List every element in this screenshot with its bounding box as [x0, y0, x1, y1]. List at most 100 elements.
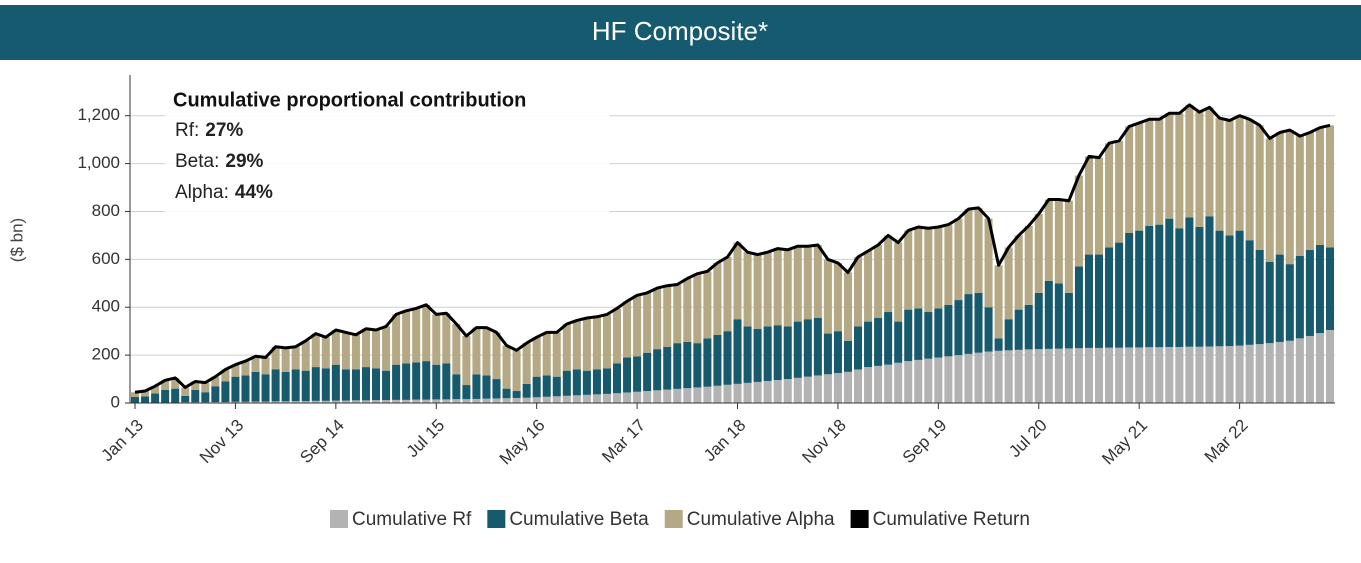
bar-segment — [422, 304, 431, 362]
bar-segment — [1105, 247, 1114, 348]
bar-segment — [1145, 347, 1154, 403]
bar-segment — [753, 328, 762, 382]
bar-segment — [1014, 235, 1023, 310]
bar-segment — [351, 400, 360, 403]
bar-segment — [613, 308, 622, 364]
bar-segment — [1044, 199, 1053, 281]
bar-segment — [1295, 136, 1304, 256]
bar-segment — [1315, 244, 1324, 334]
bar-segment — [271, 401, 280, 403]
annotation-item: Rf: 27% — [175, 120, 243, 141]
bar-segment — [723, 256, 732, 332]
bar-segment — [1245, 344, 1254, 403]
bar-segment — [181, 387, 190, 396]
bar-segment — [663, 346, 672, 390]
bar-segment — [151, 393, 160, 403]
bar-segment — [462, 399, 471, 403]
bar-segment — [1135, 230, 1144, 348]
bar-segment — [1255, 344, 1264, 403]
bar-segment — [773, 248, 782, 326]
bar-segment — [522, 343, 531, 384]
bar-segment — [592, 394, 601, 403]
bar-segment — [442, 313, 451, 364]
bar-segment — [663, 285, 672, 347]
bar-segment — [793, 246, 802, 322]
bar-segment — [1084, 156, 1093, 255]
bar-segment — [723, 331, 732, 385]
bar-segment — [864, 367, 873, 403]
y-tick-label: 800 — [92, 201, 120, 220]
bar-segment — [1195, 346, 1204, 403]
y-tick-label: 400 — [92, 297, 120, 316]
bar-segment — [934, 227, 943, 309]
bar-segment — [1285, 340, 1294, 403]
bar-segment — [1024, 304, 1033, 350]
bar-segment — [924, 312, 933, 359]
bar-segment — [1125, 126, 1134, 234]
bar-segment — [1145, 119, 1154, 226]
bar-segment — [1205, 107, 1214, 217]
bar-segment — [1315, 127, 1324, 245]
bar-segment — [231, 364, 240, 377]
bar-segment — [331, 329, 340, 365]
bar-segment — [904, 361, 913, 403]
x-tick-label: Mar 17 — [598, 416, 649, 467]
bar-segment — [633, 356, 642, 392]
bar-segment — [472, 398, 481, 403]
bar-segment — [1165, 113, 1174, 219]
bar-segment — [151, 386, 160, 394]
x-tick-label: Sep 19 — [899, 416, 951, 468]
x-tick-label: Nov 18 — [798, 416, 850, 468]
bar-segment — [843, 340, 852, 372]
bar-segment — [1305, 132, 1314, 250]
bar-segment — [904, 230, 913, 310]
bar-segment — [392, 364, 401, 400]
bar-segment — [372, 329, 381, 369]
bar-segment — [854, 256, 863, 327]
bar-segment — [382, 400, 391, 403]
bar-segment — [1155, 347, 1164, 403]
bar-segment — [1185, 217, 1194, 347]
bar-segment — [452, 374, 461, 400]
bar-segment — [1054, 199, 1063, 284]
header-bar — [0, 5, 1361, 60]
bar-segment — [713, 334, 722, 386]
bar-segment — [1215, 230, 1224, 347]
bar-segment — [221, 381, 230, 403]
bar-segment — [171, 377, 180, 389]
bar-segment — [1074, 348, 1083, 403]
bar-segment — [1064, 292, 1073, 349]
bar-segment — [703, 386, 712, 403]
bar-segment — [854, 326, 863, 370]
bar-segment — [1024, 349, 1033, 403]
bar-segment — [351, 369, 360, 401]
bar-segment — [402, 363, 411, 400]
y-axis-label: ($ bn) — [7, 218, 26, 262]
bar-segment — [1125, 347, 1134, 403]
bar-segment — [1275, 341, 1284, 403]
bar-segment — [492, 379, 501, 399]
bar-segment — [412, 308, 421, 363]
bar-segment — [361, 400, 370, 403]
bar-segment — [643, 391, 652, 403]
legend: Cumulative Rf Cumulative Beta Cumulative A… — [330, 509, 1030, 530]
bar-segment — [552, 376, 561, 397]
annotation-label: Alpha: — [175, 182, 229, 203]
bar-segment — [1245, 119, 1254, 241]
bar-segment — [914, 227, 923, 309]
bar-segment — [1265, 343, 1274, 403]
bar-segment — [984, 351, 993, 403]
bar-segment — [713, 262, 722, 335]
bar-segment — [874, 318, 883, 366]
bar-segment — [261, 374, 270, 402]
y-tick-label: 600 — [92, 249, 120, 268]
bar-segment — [432, 364, 441, 400]
bar-segment — [1225, 235, 1234, 347]
bar-segment — [673, 388, 682, 403]
bar-segment — [623, 357, 632, 393]
bar-segment — [1084, 347, 1093, 403]
bar-segment — [131, 397, 140, 403]
x-tick-label: Jan 18 — [700, 416, 750, 466]
bar-segment — [291, 401, 300, 403]
bar-segment — [1285, 130, 1294, 265]
